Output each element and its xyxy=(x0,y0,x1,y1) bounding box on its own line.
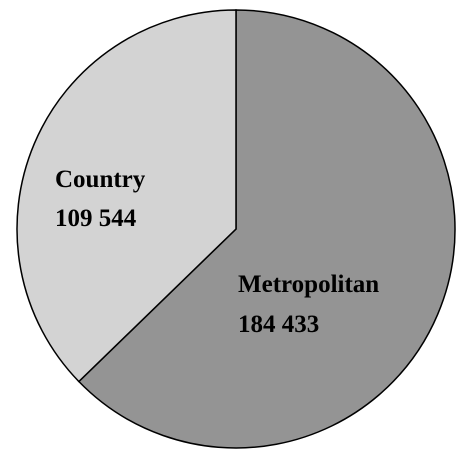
slice-label-metropolitan: Metropolitan xyxy=(238,271,379,298)
pie-slices xyxy=(16,9,456,449)
slice-value-country: 109 544 xyxy=(55,205,137,232)
slice-label-country: Country xyxy=(55,166,146,193)
pie-slice-country xyxy=(16,9,237,383)
pie-labels: Metropolitan 184 433 Country 109 544 xyxy=(55,166,379,338)
slice-value-metropolitan: 184 433 xyxy=(238,311,319,338)
pie-slice-metropolitan xyxy=(77,9,456,449)
